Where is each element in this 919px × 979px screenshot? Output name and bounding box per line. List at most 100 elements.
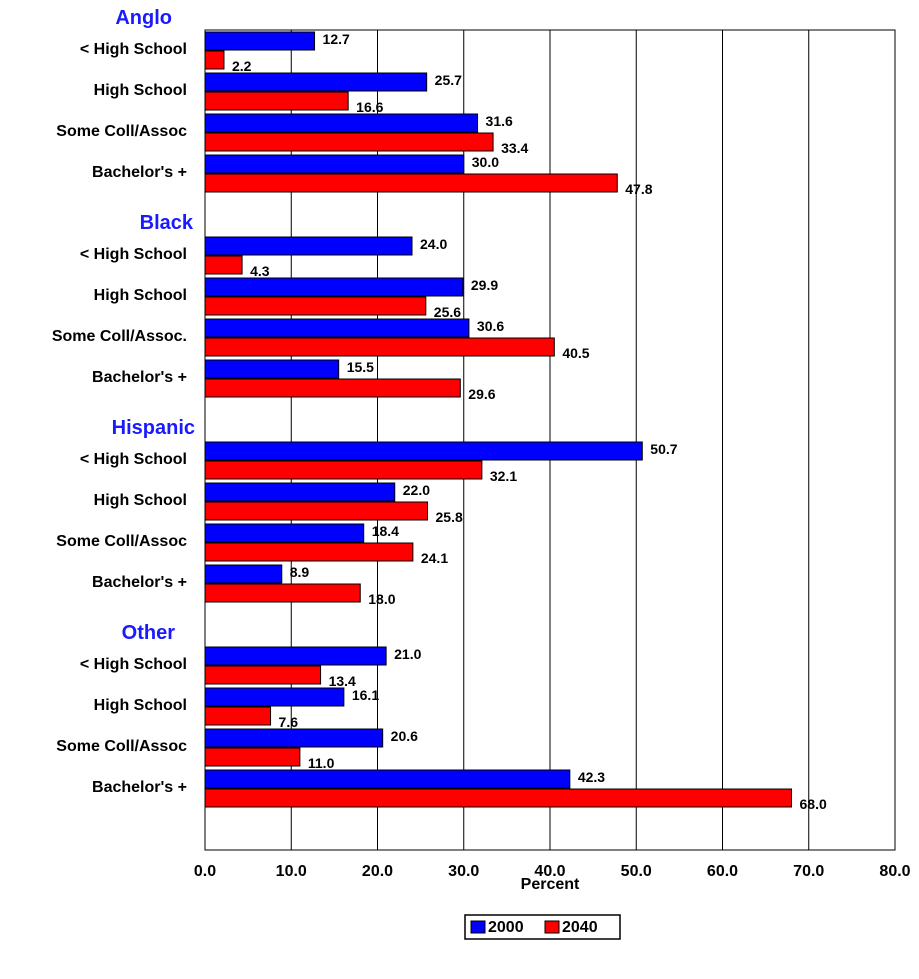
bar-2000	[204, 441, 643, 461]
legend-swatch-2040	[544, 920, 560, 934]
group-label: Anglo	[115, 7, 172, 29]
data-label-2040: 40.5	[562, 345, 589, 361]
plot-border	[204, 29, 896, 851]
data-label-2040: 68.0	[800, 796, 827, 812]
data-label-2040: 29.6	[468, 386, 495, 402]
category-label: Some Coll/Assoc.	[52, 328, 187, 345]
x-tick-label: 20.0	[362, 863, 393, 880]
legend-label-2040: 2040	[562, 919, 598, 936]
x-axis: 0.0 10.0 20.0 30.0 40.0 50.0 60.0 70.0 80.0	[194, 863, 911, 880]
data-label-2000: 8.9	[290, 564, 310, 580]
data-label-2040: 13.4	[329, 673, 356, 689]
category-label: Bachelor's +	[92, 369, 187, 386]
bar-2040	[204, 296, 427, 316]
group-label: Black	[140, 212, 194, 234]
category-label: < High School	[80, 246, 187, 263]
data-label-2000: 16.1	[352, 687, 379, 703]
data-label-2000: 24.0	[420, 236, 447, 252]
data-label-2040: 11.0	[308, 755, 335, 771]
group-label: Hispanic	[112, 417, 195, 439]
data-label-2000: 21.0	[394, 646, 421, 662]
bar-2000	[204, 564, 283, 584]
data-label-2040: 7.6	[279, 714, 299, 730]
data-label-2040: 47.8	[625, 181, 652, 197]
legend: 2000 2040	[464, 914, 621, 940]
x-tick-label: 50.0	[621, 863, 652, 880]
bar-2000	[204, 72, 428, 92]
data-label-2000: 29.9	[471, 277, 498, 293]
category-label: Bachelor's +	[92, 574, 187, 591]
bar-2040	[204, 132, 494, 152]
data-label-2000: 15.5	[347, 359, 374, 375]
bar-2000	[204, 646, 387, 666]
data-label-2040: 32.1	[490, 468, 517, 484]
data-label-2040: 25.6	[434, 304, 461, 320]
bar-2000	[204, 154, 465, 174]
data-label-2040: 16.6	[356, 99, 383, 115]
x-tick-label: 60.0	[707, 863, 738, 880]
x-tick-label: 0.0	[194, 863, 216, 880]
data-label-2040: 25.8	[436, 509, 463, 525]
bar-2040	[204, 788, 792, 808]
data-label-2040: 4.3	[250, 263, 270, 279]
data-label-2040: 2.2	[232, 58, 252, 74]
category-label: Some Coll/Assoc	[56, 123, 187, 140]
bar-2000	[204, 113, 479, 133]
labels: Anglo < High School 12.7 2.2 High School 25.7…	[52, 7, 827, 812]
x-axis-label: Percent	[521, 876, 580, 893]
bar-2040	[204, 255, 243, 275]
bars	[204, 31, 792, 808]
data-label-2000: 30.0	[472, 154, 499, 170]
data-label-2000: 30.6	[477, 318, 504, 334]
bar-2000	[204, 31, 316, 51]
category-label: < High School	[80, 451, 187, 468]
data-label-2040: 18.0	[368, 591, 395, 607]
category-label: < High School	[80, 656, 187, 673]
bar-2040	[204, 501, 429, 521]
bar-2040	[204, 460, 483, 480]
x-tick-label: 10.0	[276, 863, 307, 880]
x-tick-label: 70.0	[793, 863, 824, 880]
bar-2040	[204, 706, 272, 726]
bar-2000	[204, 318, 470, 338]
data-label-2000: 12.7	[323, 31, 350, 47]
category-label: High School	[94, 287, 187, 304]
bar-2000	[204, 769, 571, 789]
bar-2000	[204, 687, 345, 707]
bar-2040	[204, 337, 555, 357]
bar-2040	[204, 50, 225, 70]
category-label: High School	[94, 697, 187, 714]
bar-2000	[204, 236, 413, 256]
data-label-2000: 42.3	[578, 769, 605, 785]
group-label: Other	[122, 622, 176, 644]
bar-2040	[204, 378, 461, 398]
bar-2000	[204, 523, 365, 543]
category-label: High School	[94, 492, 187, 509]
data-label-2040: 33.4	[501, 140, 528, 156]
legend-box	[464, 914, 621, 940]
data-label-2000: 20.6	[391, 728, 418, 744]
bar-2000	[204, 277, 464, 297]
bar-2040	[204, 173, 618, 193]
category-label: Bachelor's +	[92, 779, 187, 796]
legend-swatch-2000	[470, 920, 486, 934]
category-label: High School	[94, 82, 187, 99]
bar-2000	[204, 728, 384, 748]
data-label-2000: 50.7	[650, 441, 677, 457]
bar-2000	[204, 482, 396, 502]
legend-label-2000: 2000	[488, 919, 524, 936]
x-tick-label: 40.0	[534, 863, 565, 880]
bar-2000	[204, 359, 340, 379]
bar-2040	[204, 747, 301, 767]
category-label: Some Coll/Assoc	[56, 533, 187, 550]
x-tick-label: 30.0	[448, 863, 479, 880]
data-label-2000: 25.7	[435, 72, 462, 88]
category-label: Bachelor's +	[92, 164, 187, 181]
data-label-2000: 31.6	[486, 113, 513, 129]
bar-2040	[204, 665, 322, 685]
data-label-2000: 18.4	[372, 523, 399, 539]
data-label-2040: 24.1	[421, 550, 448, 566]
bar-2040	[204, 542, 414, 562]
bar-2040	[204, 91, 349, 111]
